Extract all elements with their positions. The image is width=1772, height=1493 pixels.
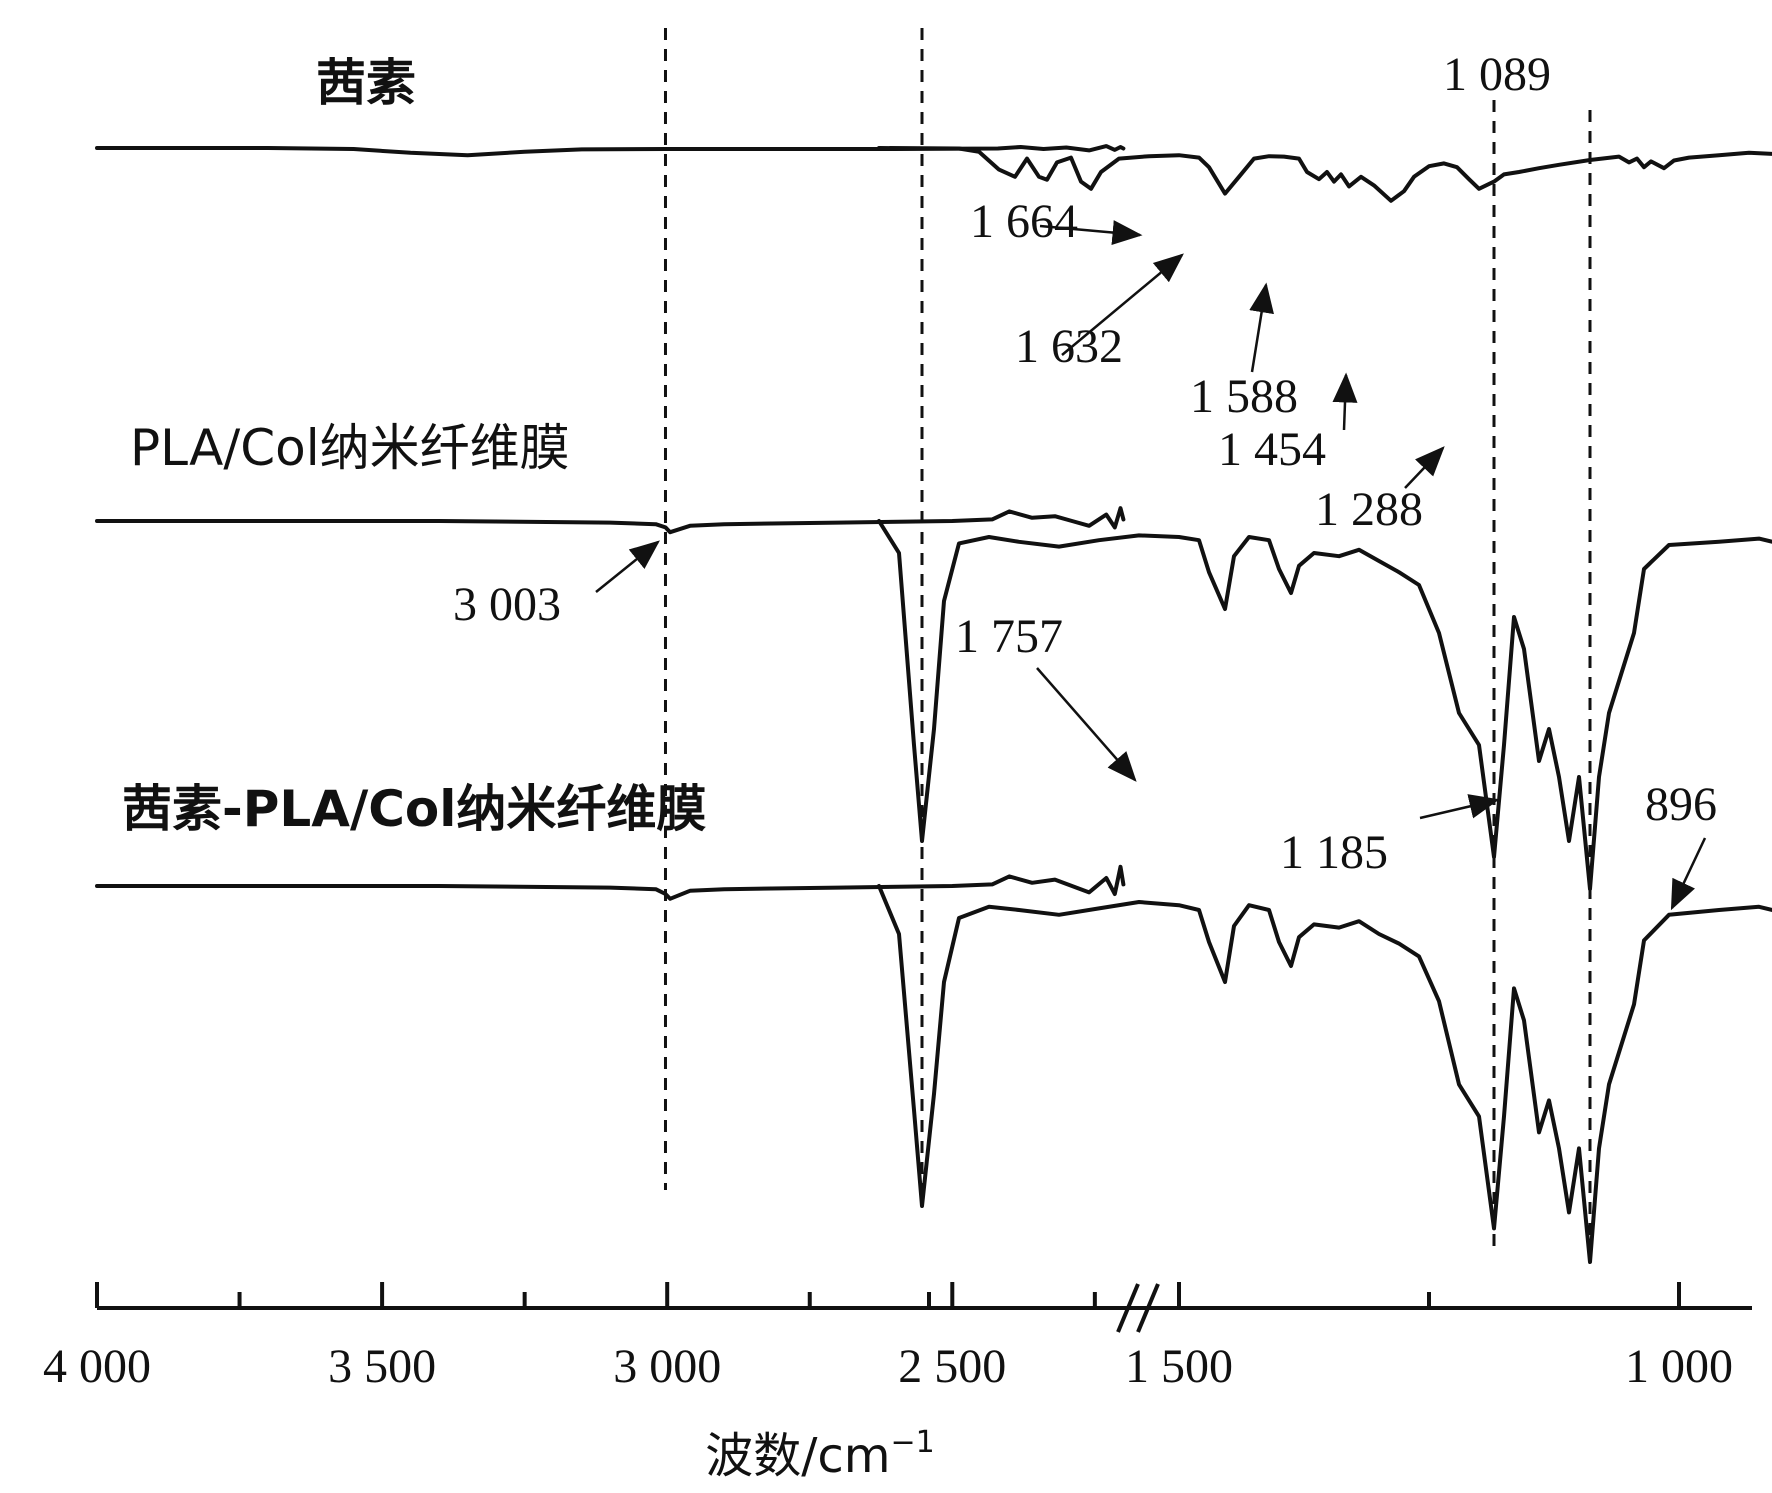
peak-label: 896	[1645, 778, 1717, 831]
series-3-line-high	[95, 864, 1126, 901]
peak-arrow	[1419, 794, 1500, 820]
peak-arrow	[1670, 837, 1707, 911]
peak-label: 1 588	[1190, 370, 1298, 423]
peak-arrow	[1249, 282, 1274, 373]
reference-lines	[663, 28, 1592, 1265]
series-3-line-low	[877, 884, 1772, 1264]
axis-break-mark	[1116, 1283, 1140, 1333]
series-label: PLA/Col纳米纤维膜	[130, 419, 570, 477]
peak-arrow	[1061, 253, 1184, 356]
peak-label: 1 664	[970, 195, 1078, 248]
x-axis-title-superscript: −1	[891, 1425, 935, 1460]
peak-label: 1 089	[1443, 48, 1551, 101]
peak-label: 1 454	[1218, 423, 1326, 476]
peak-label: 3 003	[453, 578, 561, 631]
series-label: 茜素	[316, 54, 416, 112]
series-2-line-high	[95, 506, 1126, 535]
axis-break-mark	[1136, 1283, 1160, 1333]
annotation-arrows	[595, 220, 1707, 911]
x-tick-label: 1 500	[1125, 1340, 1233, 1393]
peak-label: 1 757	[955, 610, 1063, 663]
peak-arrow	[1404, 446, 1445, 489]
series-label: 茜素-PLA/Col纳米纤维膜	[122, 780, 706, 838]
peak-arrow	[595, 540, 660, 593]
peak-arrow	[1332, 372, 1358, 431]
x-tick-label: 1 000	[1625, 1340, 1733, 1393]
peak-arrow	[1039, 220, 1143, 245]
peak-label: 1 288	[1315, 483, 1423, 536]
spectra	[95, 144, 1772, 1264]
peak-label: 1 185	[1280, 826, 1388, 879]
x-tick-label: 3 500	[328, 1340, 436, 1393]
x-axis-title: 波数/cm−1	[705, 1425, 935, 1484]
peak-arrow	[1036, 667, 1137, 782]
x-axis: 4 000 3 500 3 000 2 500 1 500 1 000	[43, 1282, 1752, 1393]
x-tick-label: 3 000	[613, 1340, 721, 1393]
peak-label: 1 632	[1015, 320, 1123, 373]
series-1-line-low	[877, 146, 1772, 203]
x-tick-label: 4 000	[43, 1340, 151, 1393]
series-2-line-low	[877, 519, 1772, 891]
x-tick-label: 2 500	[898, 1340, 1006, 1393]
